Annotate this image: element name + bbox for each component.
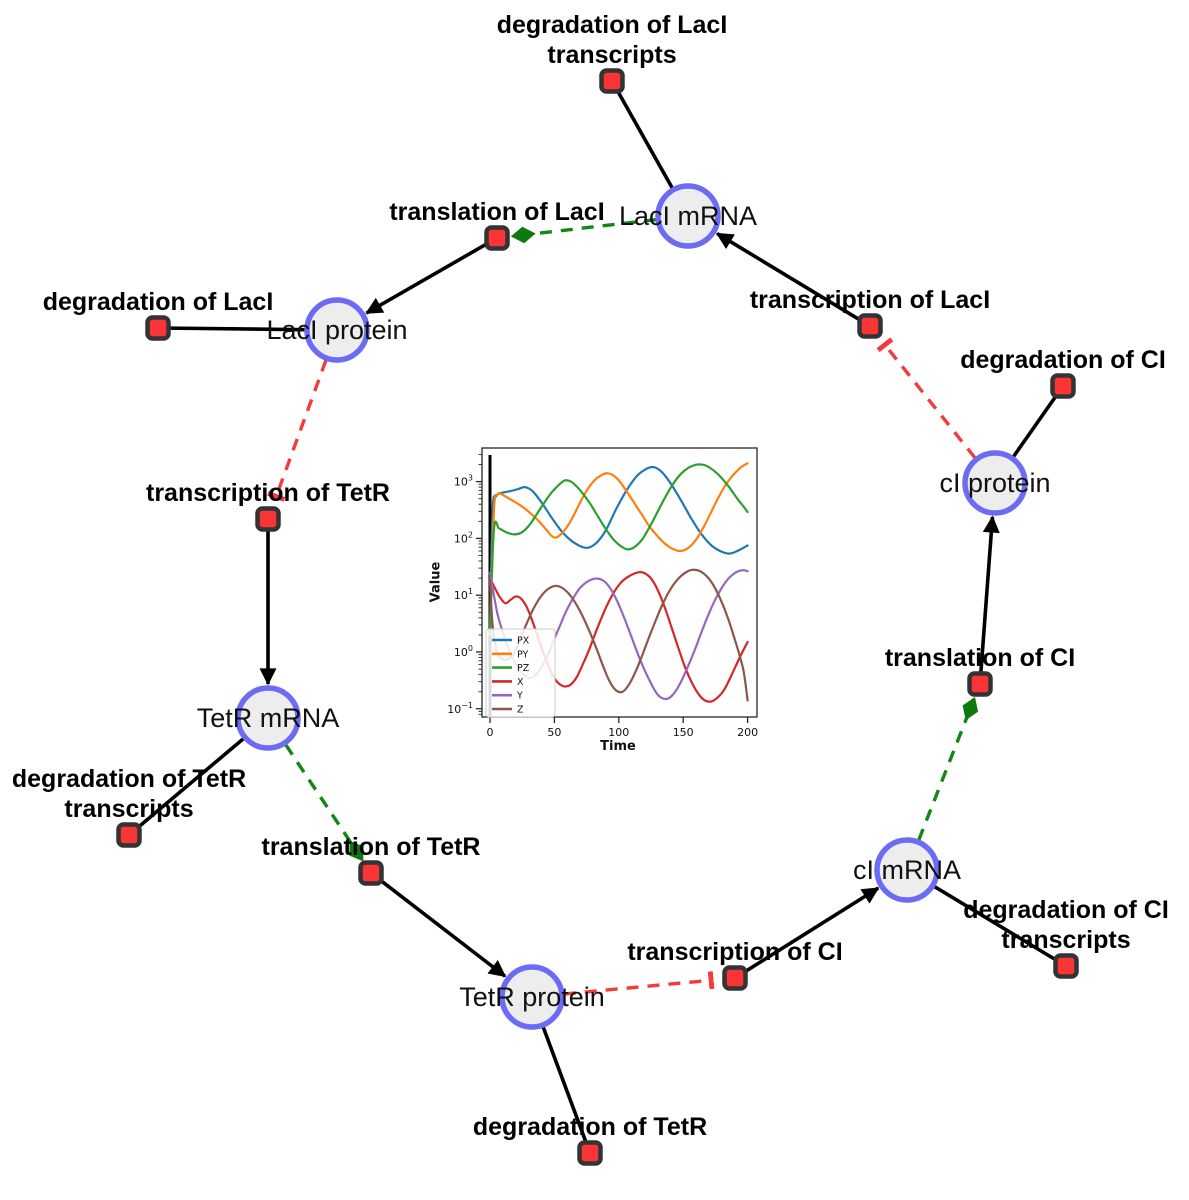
reaction-node-deg-ci-transcripts[interactable]	[1053, 953, 1079, 979]
species-label-laci-protein: LacI protein	[266, 315, 408, 345]
reaction-node-deg-laci[interactable]	[145, 315, 171, 341]
series-PY	[488, 462, 749, 636]
x-tick-label: 150	[673, 726, 694, 739]
edge-transcription-laci-laci-mrna	[715, 232, 861, 322]
legend-label-PY: PY	[517, 649, 529, 660]
edge-tetr-mrna-deg-tetr-transcripts	[127, 736, 246, 837]
species-label-ci-protein: cI protein	[939, 468, 1051, 498]
chart-legend: PX PY PZ XYZ	[485, 628, 556, 718]
reaction-node-translation-ci[interactable]	[967, 671, 993, 697]
edge-translation-tetr-tetr-protein	[379, 878, 507, 978]
species-label-laci-mrna: LacI mRNA	[618, 201, 758, 231]
edge-transcription-ci-ci-mrna	[744, 886, 880, 974]
edge-laci-mrna-translation-laci	[510, 217, 657, 244]
reaction-node-deg-ci[interactable]	[1050, 373, 1076, 399]
edge-ci-protein-transcription-laci	[876, 337, 977, 460]
edge-translation-ci-ci-protein	[979, 515, 1000, 673]
edge-translation-laci-laci-protein	[365, 242, 488, 315]
reaction-node-deg-tetr[interactable]	[577, 1140, 603, 1166]
y-tick-label: 102	[454, 530, 473, 545]
reaction-label-translation-tetr: translation of TetR	[261, 833, 481, 861]
edge-tetr-mrna-translation-tetr	[284, 743, 364, 862]
reaction-label-deg-tetr-transcripts: degradation of TetR transcripts	[11, 765, 247, 823]
reaction-label-translation-ci: translation of CI	[884, 644, 1076, 672]
x-tick-label: 200	[737, 726, 758, 739]
reaction-label-transcription-ci: transcription of CI	[627, 938, 843, 966]
edge-ci-mrna-deg-ci-transcripts	[932, 884, 1067, 968]
species-node-laci-protein[interactable]	[304, 297, 370, 363]
reaction-label-transcription-laci: transcription of LacI	[749, 286, 991, 314]
reaction-node-transcription-laci[interactable]	[857, 313, 883, 339]
edges-layer	[127, 80, 1067, 1154]
edge-laci-protein-transcription-tetr	[267, 359, 328, 502]
species-node-laci-mrna[interactable]	[655, 183, 721, 249]
chart-xlabel: Time	[600, 739, 636, 754]
species-node-ci-mrna[interactable]	[874, 837, 940, 903]
reaction-label-deg-tetr: degradation of TetR	[472, 1113, 708, 1141]
edge-laci-mrna-deg-laci-transcripts	[610, 80, 675, 190]
x-tick-label: 50	[547, 726, 561, 739]
species-label-ci-mrna: cI mRNA	[853, 855, 961, 885]
species-node-tetr-mrna[interactable]	[235, 685, 301, 751]
reaction-label-translation-laci: translation of LacI	[389, 198, 605, 226]
series-PX	[488, 465, 749, 636]
reaction-node-translation-laci[interactable]	[484, 225, 510, 251]
y-tick-label: 101	[454, 587, 473, 602]
legend-label-Z: Z	[517, 705, 524, 716]
species-label-tetr-mrna: TetR mRNA	[196, 703, 340, 733]
species-label-tetr-protein: TetR protein	[459, 982, 605, 1012]
reaction-label-deg-laci: degradation of LacI	[42, 288, 274, 316]
legend-label-PZ: PZ	[517, 663, 530, 674]
reaction-node-translation-tetr[interactable]	[358, 860, 384, 886]
x-tick-label: 100	[608, 726, 629, 739]
series-X	[488, 570, 749, 703]
reaction-node-transcription-ci[interactable]	[722, 965, 748, 991]
edge-tetr-protein-transcription-ci	[563, 971, 715, 996]
chart-ylabel: Value	[428, 561, 444, 603]
reaction-label-deg-laci-transcripts: degradation of LacI transcripts	[496, 11, 728, 69]
edge-tetr-protein-deg-tetr	[541, 1025, 592, 1154]
reaction-label-deg-ci-transcripts: degradation of CI transcripts	[963, 896, 1169, 954]
reaction-node-deg-tetr-transcripts[interactable]	[116, 822, 142, 848]
species-node-ci-protein[interactable]	[962, 450, 1028, 516]
x-tick-label: 0	[487, 726, 494, 739]
legend-label-Y: Y	[516, 691, 523, 702]
species-node-tetr-protein[interactable]	[499, 964, 565, 1030]
series-PZ	[488, 463, 749, 636]
inset-chart: 10−1 100 101 102 103 0 50 100 150 200 PX PY PZ XYZ	[447, 447, 758, 739]
y-tick-label: 100	[454, 644, 473, 659]
edge-laci-protein-deg-laci	[157, 326, 307, 332]
y-tick-label: 10−1	[447, 701, 473, 716]
reaction-node-deg-laci-transcripts[interactable]	[599, 68, 625, 94]
nodes-layer	[116, 68, 1079, 1166]
edge-ci-mrna-translation-ci	[917, 696, 979, 841]
legend-label-X: X	[517, 677, 524, 688]
y-tick-label: 103	[454, 474, 473, 489]
reaction-label-transcription-tetr: transcription of TetR	[146, 479, 390, 507]
reaction-label-deg-ci: degradation of CI	[960, 346, 1166, 374]
reaction-node-transcription-tetr[interactable]	[255, 506, 281, 532]
legend-label-PX: PX	[517, 636, 530, 647]
